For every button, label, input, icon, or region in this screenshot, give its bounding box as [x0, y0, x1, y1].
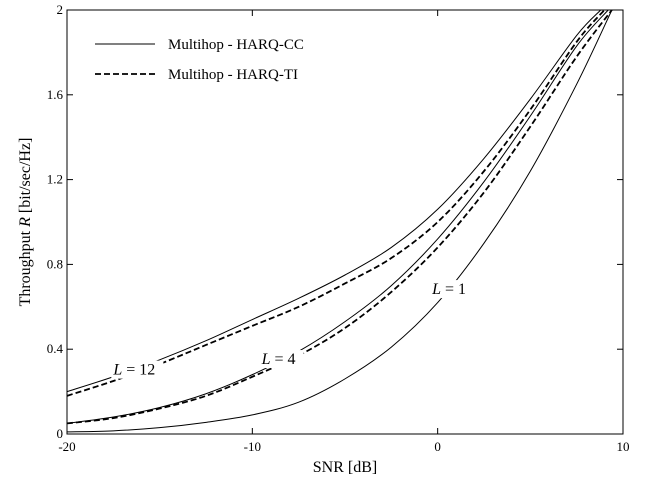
curve-annotations: L = 12L = 4L = 1	[111, 280, 475, 379]
curve-label-italic: L	[261, 351, 271, 368]
curve-label-text: L = 4	[261, 351, 296, 368]
x-tick-label: -10	[244, 439, 261, 454]
y-tick-label: 1.2	[47, 172, 63, 187]
y-axis-title-italic: R	[17, 217, 34, 228]
series-layer	[66, 9, 613, 433]
curve-label-rest: = 12	[122, 362, 155, 379]
series-line-harq-ti-4-l	[66, 9, 613, 425]
series-line-harq-ti-12-l	[66, 9, 606, 397]
y-tick-label: 2	[57, 2, 64, 17]
curve-label-text: L = 12	[112, 362, 155, 379]
x-tick-label: 0	[434, 439, 441, 454]
curve-label: L = 1	[430, 280, 475, 299]
curve-label-italic: L	[112, 362, 122, 379]
plot-frame	[66, 9, 624, 435]
curve-label-text: L = 1	[431, 281, 466, 298]
curve-label: L = 4	[259, 350, 304, 369]
y-axis-title-post: [bit/sec/Hz]	[17, 138, 34, 218]
y-axis-title: Throughput R [bit/sec/Hz]	[17, 138, 34, 307]
y-tick-label: 1.6	[47, 87, 64, 102]
y-tick-label: 0	[57, 426, 64, 441]
curve-label-rest: = 4	[271, 351, 296, 368]
x-axis-title: SNR [dB]	[313, 459, 377, 476]
y-tick-label: 0.4	[47, 341, 64, 356]
curve-label-rest: = 1	[441, 281, 466, 298]
series-line-harq-cc-12-l	[66, 9, 602, 393]
tick-labels: -20 -10 0 10 0 0.4 0.8 1.2 1.6 2	[47, 2, 630, 454]
tick-marks	[66, 9, 624, 435]
x-tick-label: -20	[58, 439, 75, 454]
y-axis-title-pre: Throughput	[17, 227, 34, 307]
curve-label: L = 12	[111, 360, 164, 379]
legend: Multihop - HARQ-CC Multihop - HARQ-TI	[95, 37, 304, 83]
y-tick-label: 0.8	[47, 256, 63, 271]
legend-label: Multihop - HARQ-TI	[168, 67, 298, 83]
series-line-harq-cc-1-l	[66, 9, 613, 433]
x-tick-label: 10	[617, 439, 630, 454]
curve-label-bg	[111, 360, 164, 379]
curve-label-bg	[259, 350, 304, 369]
curve-label-bg	[430, 280, 475, 299]
legend-label: Multihop - HARQ-CC	[168, 37, 304, 53]
series-line-harq-cc-4-l	[66, 9, 609, 424]
curve-label-italic: L	[431, 281, 441, 298]
